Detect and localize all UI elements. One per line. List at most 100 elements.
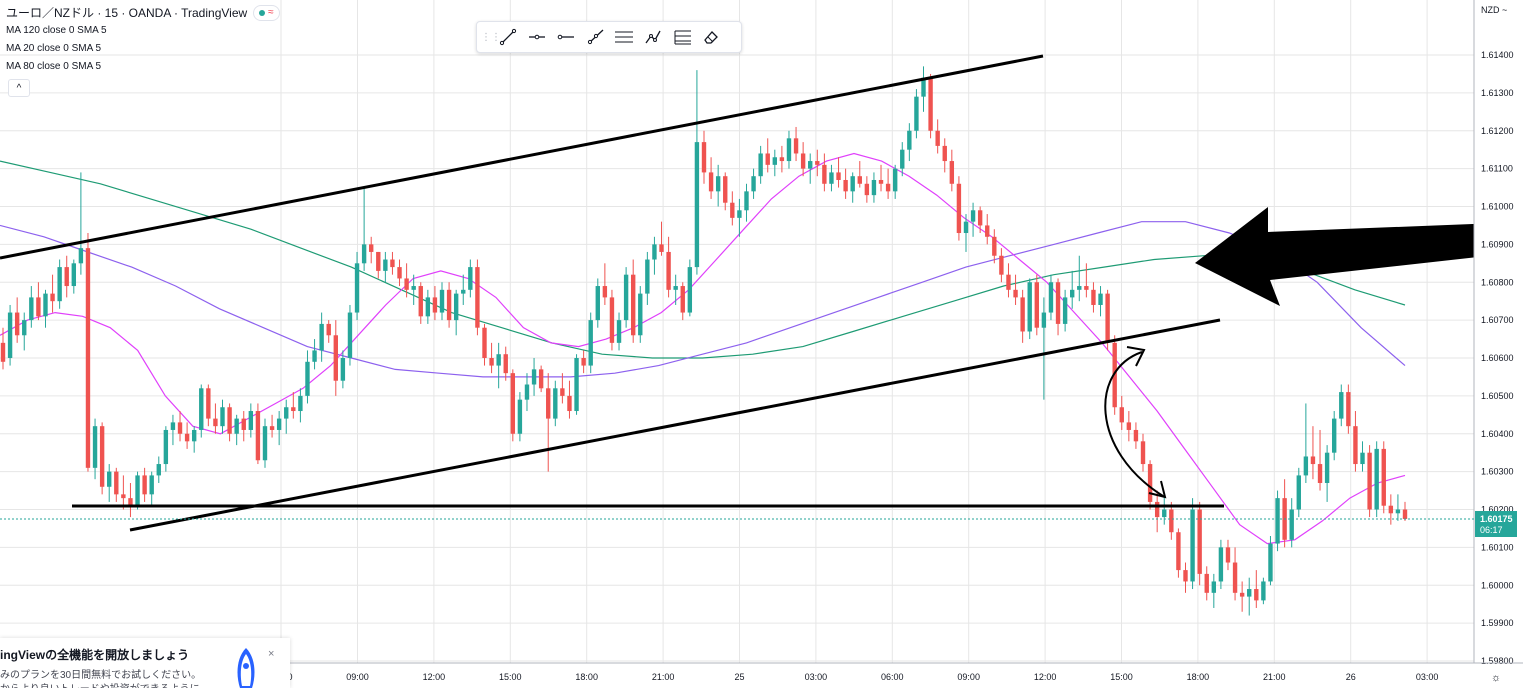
candle: [1324, 445, 1330, 502]
eraser-tool-icon[interactable]: [696, 24, 725, 50]
candle-body: [553, 388, 558, 419]
candle-body: [1133, 429, 1139, 442]
candle-body: [1388, 505, 1394, 514]
candle: [1282, 479, 1287, 548]
candle: [786, 130, 792, 169]
market-open-dot-icon: [259, 10, 266, 16]
candle: [1346, 384, 1351, 434]
candle-body: [652, 244, 657, 260]
candle-body: [765, 153, 770, 165]
candle: [892, 164, 898, 199]
candle: [1395, 494, 1401, 521]
time-tick-label: 03:00: [805, 672, 828, 682]
promo-heading: ingViewの全機能を開放しましょう: [0, 648, 190, 662]
currency-selector[interactable]: NZD ~: [1481, 5, 1508, 15]
indicator-ma20[interactable]: MA 20 close 0 SMA 5: [6, 43, 102, 54]
candle: [411, 274, 416, 305]
ma120-line[interactable]: [0, 160, 1406, 359]
candle: [482, 323, 487, 366]
current-price-marker: 1.60175 06:17: [0, 511, 1517, 537]
promo-close-icon[interactable]: ×: [268, 648, 275, 660]
candle: [1289, 498, 1294, 548]
candle: [1367, 445, 1372, 518]
candle-body: [1197, 509, 1202, 574]
candle-body: [446, 289, 452, 321]
candle-body: [723, 176, 728, 203]
candle: [163, 426, 169, 472]
candle: [1169, 501, 1174, 540]
candle-body: [85, 248, 91, 468]
channel-lower-line[interactable]: [129, 318, 1221, 532]
horizontal-line-tool-icon[interactable]: [551, 24, 580, 50]
ray-tool-icon[interactable]: [580, 24, 609, 50]
candle-body: [758, 153, 763, 177]
big-arrow[interactable]: [1195, 207, 1523, 306]
candle-body: [800, 153, 806, 169]
curved-arrow[interactable]: [1104, 351, 1164, 497]
price-axis[interactable]: 1.61400 1.61300 1.61200 1.61100 1.61000 1.609…: [1473, 0, 1523, 666]
path-tool-icon[interactable]: [638, 24, 667, 50]
candle: [864, 176, 870, 203]
toolbar-grip-icon[interactable]: ⋮⋮: [481, 31, 501, 43]
candle-body: [942, 145, 947, 162]
candle-body: [340, 358, 346, 381]
ma80-line[interactable]: [0, 221, 1406, 378]
market-status-badge[interactable]: ≈: [253, 5, 280, 21]
candle: [149, 471, 154, 506]
candle: [1339, 384, 1344, 427]
indicator-ma80[interactable]: MA 80 close 0 SMA 5: [6, 61, 102, 72]
candle: [347, 304, 353, 366]
ma20-line[interactable]: [0, 152, 1406, 545]
candle: [949, 149, 955, 192]
candle-body: [999, 255, 1004, 275]
candle-body: [1048, 282, 1054, 313]
candle-body: [1374, 448, 1379, 510]
channel-upper-line[interactable]: [0, 54, 1044, 260]
trend-line-tool-icon[interactable]: [493, 24, 522, 50]
candle: [128, 482, 133, 518]
candle-body: [276, 418, 282, 430]
candle-body: [78, 248, 84, 264]
candle: [107, 464, 112, 502]
price-tick-label: 1.60200: [1481, 505, 1514, 515]
fib-tool-icon[interactable]: [667, 24, 696, 50]
candle-body: [836, 172, 841, 180]
candle: [1055, 278, 1061, 336]
parallel-channel-tool-icon[interactable]: [609, 24, 638, 50]
candle-body: [241, 418, 246, 430]
candle-body: [326, 323, 331, 336]
candle-body: [560, 388, 565, 396]
symbol-title[interactable]: ユーロ／NZドル · 15 · OANDA · TradingView: [6, 6, 248, 20]
candle: [496, 342, 501, 389]
candle-body: [680, 286, 685, 313]
price-axis-bg: [1474, 0, 1523, 663]
candle: [1275, 490, 1280, 552]
candle-body: [1247, 589, 1252, 597]
time-tick-label: 15:00: [499, 672, 522, 682]
candle: [29, 286, 34, 328]
candle: [652, 236, 657, 275]
candle: [333, 320, 338, 396]
candle-body: [970, 210, 976, 222]
collapse-legend-button[interactable]: ^: [8, 79, 30, 97]
candle-body: [43, 293, 48, 317]
candle: [517, 392, 523, 442]
candle-body: [659, 244, 664, 252]
settings-gear-icon[interactable]: ☼: [1491, 672, 1502, 684]
time-tick-label: 09:00: [346, 672, 369, 682]
candle: [765, 138, 770, 173]
candle-body: [694, 142, 700, 268]
candle-body: [892, 168, 898, 192]
candle-body: [524, 384, 530, 400]
candle-body: [482, 327, 487, 358]
candle-body: [354, 263, 360, 313]
candle: [99, 422, 105, 495]
time-tick-label: 21:00: [1263, 672, 1286, 682]
candle-body: [475, 267, 480, 328]
candle-body: [262, 426, 268, 461]
horizontal-ray-tool-icon[interactable]: [522, 24, 551, 50]
candle: [1317, 429, 1323, 491]
candle-body: [206, 388, 211, 419]
indicator-ma120[interactable]: MA 120 close 0 SMA 5: [6, 25, 107, 36]
